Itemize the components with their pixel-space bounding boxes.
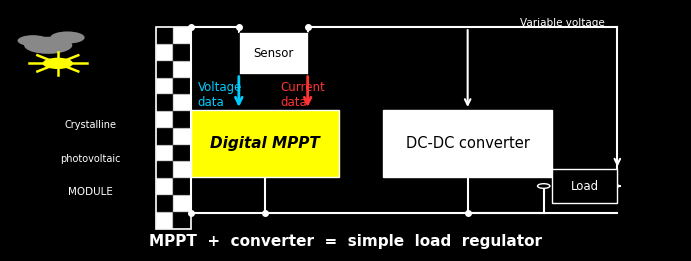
Circle shape bbox=[43, 58, 73, 69]
Bar bbox=[173, 212, 191, 229]
Text: Digital MPPT: Digital MPPT bbox=[210, 136, 319, 151]
FancyBboxPatch shape bbox=[191, 110, 339, 177]
Text: DC-DC converter: DC-DC converter bbox=[406, 136, 529, 151]
Bar bbox=[156, 212, 173, 229]
Bar bbox=[156, 162, 173, 178]
Bar bbox=[156, 78, 173, 94]
Text: Sensor: Sensor bbox=[253, 46, 294, 60]
Bar bbox=[173, 44, 191, 61]
Bar bbox=[156, 145, 173, 162]
Text: MODULE: MODULE bbox=[68, 187, 113, 198]
Bar bbox=[173, 61, 191, 78]
Text: Voltage
data: Voltage data bbox=[198, 81, 242, 109]
Text: Current
data: Current data bbox=[280, 81, 325, 109]
Ellipse shape bbox=[17, 35, 48, 46]
Bar bbox=[156, 178, 173, 195]
Bar bbox=[173, 162, 191, 178]
Bar bbox=[156, 61, 173, 78]
Bar bbox=[173, 178, 191, 195]
FancyBboxPatch shape bbox=[239, 32, 307, 74]
Bar bbox=[156, 27, 173, 44]
FancyBboxPatch shape bbox=[384, 110, 552, 177]
Bar bbox=[173, 78, 191, 94]
Bar bbox=[156, 94, 173, 111]
Bar bbox=[173, 27, 191, 44]
Bar bbox=[156, 27, 191, 229]
Text: photovoltaic: photovoltaic bbox=[61, 154, 121, 164]
Bar bbox=[173, 195, 191, 212]
Text: MPPT  +  converter  =  simple  load  regulator: MPPT + converter = simple load regulator bbox=[149, 234, 542, 249]
Text: Load: Load bbox=[571, 180, 598, 193]
Bar bbox=[173, 128, 191, 145]
Bar bbox=[156, 128, 173, 145]
Bar bbox=[173, 111, 191, 128]
Bar bbox=[156, 195, 173, 212]
Bar bbox=[156, 111, 173, 128]
FancyBboxPatch shape bbox=[552, 169, 617, 203]
Circle shape bbox=[538, 184, 550, 188]
Ellipse shape bbox=[50, 31, 85, 44]
Bar bbox=[173, 145, 191, 162]
Text: Variable voltage: Variable voltage bbox=[520, 18, 605, 28]
Text: Crystalline: Crystalline bbox=[65, 120, 117, 130]
Bar bbox=[156, 44, 173, 61]
Ellipse shape bbox=[24, 37, 73, 54]
Bar bbox=[173, 94, 191, 111]
